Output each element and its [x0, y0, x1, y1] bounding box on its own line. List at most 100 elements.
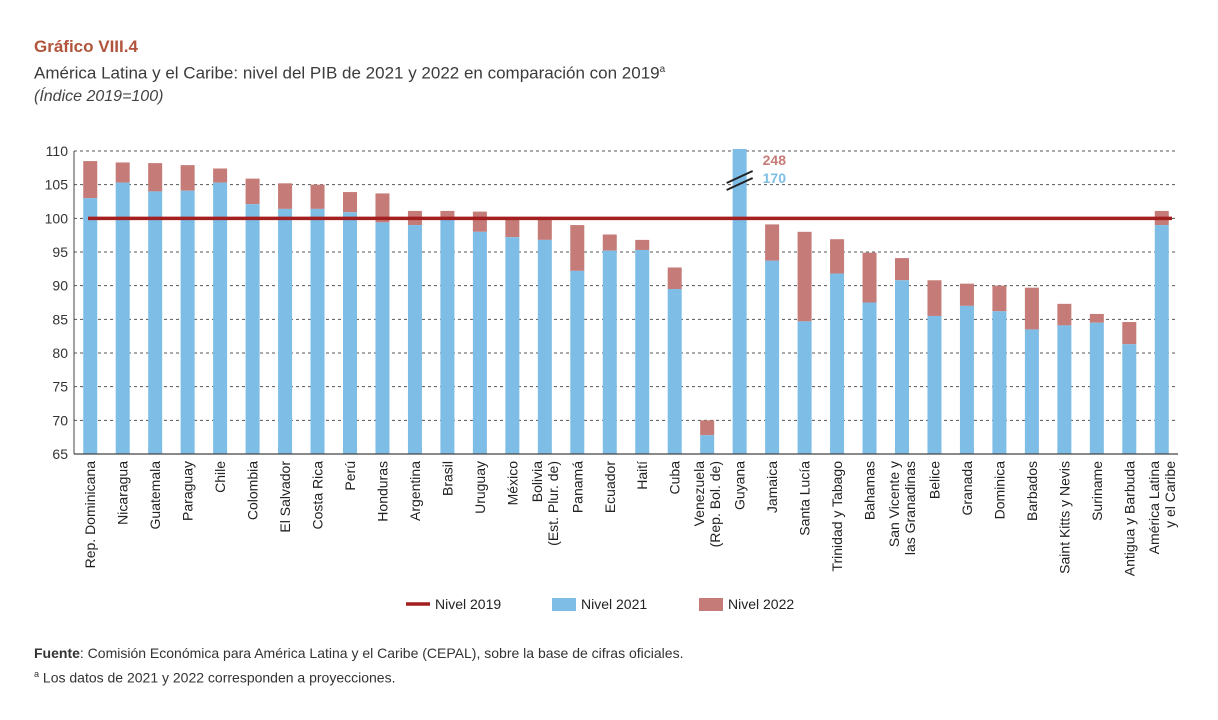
x-tick-label-line: Honduras — [374, 461, 390, 522]
legend-swatch-2022 — [699, 598, 723, 611]
x-tick-label-line: Guatemala — [147, 461, 163, 530]
legend-swatch-2021 — [552, 598, 576, 611]
x-tick-label-line: Brasil — [439, 461, 455, 496]
bar-2021 — [1154, 225, 1169, 454]
x-tick-label: Paraguay — [180, 461, 196, 521]
bar-2022 — [765, 224, 780, 261]
x-tick-label-line: México — [504, 461, 520, 506]
bar-2022 — [895, 258, 909, 281]
bar-2021 — [570, 270, 585, 454]
x-tick-label: Costa Rica — [310, 461, 326, 530]
bar-2021 — [1089, 322, 1104, 454]
x-tick-label-line: Paraguay — [180, 461, 196, 521]
bar-2021 — [602, 250, 617, 454]
bar-2022 — [700, 420, 715, 436]
bar-2022 — [635, 239, 650, 250]
bar-2021 — [180, 190, 195, 454]
y-tick-label: 95 — [52, 244, 68, 260]
bar-2022 — [862, 252, 877, 303]
x-tick-label: Guatemala — [147, 461, 163, 530]
x-tick-label-line: Santa Lucía — [797, 461, 813, 536]
y-tick-label: 100 — [45, 210, 69, 226]
x-tick-label: El Salvador — [277, 461, 293, 533]
bar-2022 — [992, 285, 1007, 312]
x-tick-label: Uruguay — [472, 461, 488, 514]
bar-2022 — [602, 234, 617, 251]
x-tick-label: Santa Lucía — [797, 461, 813, 536]
bar-2022 — [472, 211, 487, 232]
legend-label: Nivel 2019 — [435, 596, 501, 612]
x-tick-label: Colombia — [245, 461, 261, 520]
x-tick-label-line: Uruguay — [472, 461, 488, 514]
x-tick-label: América Latinay el Caribe — [1146, 461, 1178, 555]
x-tick-label-line: El Salvador — [277, 461, 293, 533]
bar-2021 — [115, 182, 130, 454]
x-tick-label-line: Ecuador — [602, 461, 618, 513]
bar-2022 — [667, 267, 682, 290]
guyana-2022-label: 248 — [763, 152, 787, 168]
bar-2021 — [927, 315, 942, 454]
y-tick-label: 75 — [52, 379, 68, 395]
bar-2021 — [895, 280, 909, 454]
x-tick-label: Honduras — [374, 461, 390, 522]
bar-2022 — [115, 162, 130, 183]
bar-2022 — [830, 239, 845, 274]
x-tick-label: Brasil — [439, 461, 455, 496]
bar-2021 — [959, 305, 974, 454]
bar-2021 — [862, 302, 877, 454]
x-tick-label-line: América Latina — [1146, 461, 1162, 555]
chart-header: Gráfico VIII.4 América Latina y el Carib… — [34, 36, 1184, 108]
y-tick-label: 80 — [52, 345, 68, 361]
bar-2021 — [310, 208, 325, 454]
bar-2021 — [343, 212, 357, 454]
x-tick-label: Granada — [959, 461, 975, 516]
bar-2021 — [537, 239, 552, 454]
bar-2022 — [505, 218, 520, 238]
x-tick-label-line: Trinidad y Tabago — [829, 461, 845, 572]
bar-2021 — [797, 321, 812, 454]
bar-2022 — [1057, 303, 1072, 326]
x-tick-label-line: y el Caribe — [1162, 461, 1178, 528]
x-tick-label: Nicaragua — [115, 461, 131, 525]
bar-2022 — [959, 283, 974, 306]
bar-2022 — [83, 161, 98, 199]
y-tick-label: 105 — [45, 177, 69, 193]
bar-2021 — [213, 182, 228, 454]
chart-title-text: América Latina y el Caribe: nivel del PI… — [34, 63, 660, 83]
bar-2022 — [180, 165, 195, 191]
x-tick-label-line: Panamá — [569, 461, 585, 513]
y-tick-label: 70 — [52, 412, 68, 428]
x-tick-label: Saint Kitts y Nevis — [1056, 461, 1072, 574]
x-tick-label: Argentina — [407, 461, 423, 521]
chart-footer: Fuente: Comisión Económica para América … — [34, 643, 1184, 689]
note-line: a Los datos de 2021 y 2022 corresponden … — [34, 664, 1184, 689]
y-tick-label: 85 — [52, 311, 68, 327]
chart-kicker: Gráfico VIII.4 — [34, 37, 138, 56]
bar-2022 — [1089, 313, 1104, 323]
title-note-mark: a — [659, 64, 666, 75]
x-tick-label-line: Costa Rica — [310, 461, 326, 530]
x-tick-label-line: Argentina — [407, 461, 423, 521]
x-tick-label-line: Dominica — [991, 461, 1007, 520]
bar-2021 — [765, 260, 780, 454]
bar-2022 — [343, 192, 357, 213]
bar-2021 — [1122, 344, 1137, 454]
bar-2021 — [472, 231, 487, 454]
axis-break-mark — [726, 170, 754, 184]
x-tick-label-line: Antigua y Barbuda — [1121, 461, 1137, 576]
x-tick-label: Panamá — [569, 461, 585, 513]
x-tick-label-line: San Vicente y — [886, 461, 902, 547]
bar-2022 — [278, 183, 293, 209]
bar-2021 — [375, 222, 390, 454]
x-tick-label-line: Cuba — [667, 461, 683, 495]
x-tick-label: Perú — [342, 461, 358, 491]
chart-title: América Latina y el Caribe: nivel del PI… — [34, 58, 1184, 86]
x-tick-label-line: las Granadinas — [902, 461, 918, 555]
x-tick-label-line: Barbados — [1024, 461, 1040, 521]
bar-2021 — [1024, 329, 1039, 454]
bar-2021 — [635, 249, 650, 454]
x-tick-label-line: Colombia — [245, 461, 261, 520]
note-text: Los datos de 2021 y 2022 corresponden a … — [39, 669, 396, 686]
bar-2021 — [440, 219, 455, 454]
x-tick-label-line: Perú — [342, 461, 358, 491]
